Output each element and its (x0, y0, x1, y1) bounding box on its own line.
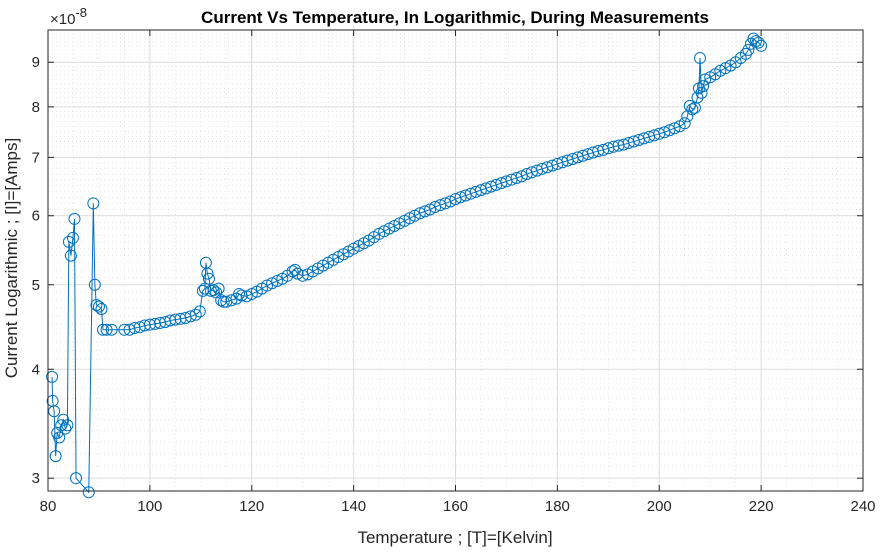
y-tick-label: 6 (32, 208, 40, 225)
y-tick-label: 8 (32, 99, 40, 116)
data-point (658, 126, 671, 139)
data-point (225, 294, 238, 307)
data-point (59, 422, 72, 435)
x-tick-label: 120 (239, 498, 264, 515)
data-point (95, 303, 108, 315)
y-tick-label: 4 (32, 361, 40, 378)
data-point (678, 117, 691, 130)
tick-layer: 80 100 120 140 160 180 200 220 240 3 4 5 6 7 8 9 (32, 30, 876, 515)
series-layer (46, 32, 768, 499)
y-tick-label: 3 (32, 470, 40, 487)
data-point (46, 370, 59, 383)
data-point (752, 36, 765, 49)
y-tick-label: 9 (32, 54, 40, 71)
data-point (148, 317, 161, 330)
data-point (88, 278, 101, 291)
data-point (97, 323, 110, 336)
data-point (201, 267, 214, 280)
data-point (296, 269, 309, 282)
data-point (143, 318, 156, 331)
data-point (118, 323, 131, 336)
data-point (742, 43, 755, 56)
data-point (164, 314, 177, 327)
data-point (686, 103, 699, 116)
y-axis-label: Current Logarithmic ; [I]=[Amps] (2, 138, 21, 378)
y-tick-label: 5 (32, 277, 40, 294)
data-point (515, 170, 528, 183)
chart-title: Current Vs Temperature, In Logarithmic, … (201, 8, 709, 27)
x-tick-label: 180 (545, 498, 570, 515)
data-point (105, 323, 118, 336)
data-point (48, 405, 61, 418)
data-point (439, 197, 452, 210)
data-point (261, 279, 274, 292)
data-point (215, 294, 228, 307)
data-point (695, 86, 708, 99)
x-tick-label: 200 (647, 498, 672, 515)
x-tick-label: 160 (443, 498, 468, 515)
data-point (169, 313, 182, 326)
x-axis-label: Temperature ; [T]=[Kelvin] (357, 528, 552, 547)
data-point (235, 289, 248, 302)
data-point (202, 272, 215, 285)
data-point (233, 287, 246, 300)
x-tick-label: 140 (341, 498, 366, 515)
data-point (291, 267, 304, 280)
x-tick-label: 240 (850, 498, 875, 515)
y-tick-label: 7 (32, 149, 40, 166)
data-point (62, 235, 75, 248)
data-point (418, 205, 431, 218)
y-exponent-label: ×10-8 (50, 5, 87, 28)
data-point (266, 277, 279, 290)
data-point (668, 122, 681, 135)
data-point (691, 91, 704, 104)
data-point (271, 275, 284, 287)
data-point (193, 305, 206, 318)
data-point (694, 52, 706, 65)
data-point (68, 212, 81, 225)
data-point (207, 284, 220, 297)
data-point (70, 472, 83, 485)
data-point (138, 319, 151, 332)
data-point (697, 80, 710, 93)
data-point (286, 265, 299, 278)
data-point (55, 419, 68, 432)
x-tick-label: 100 (137, 498, 162, 515)
data-point (755, 39, 768, 52)
y-exponent-power: -8 (75, 5, 87, 20)
data-point (663, 124, 676, 137)
x-tick-label: 80 (40, 498, 57, 515)
data-point (683, 99, 696, 112)
data-point (64, 249, 77, 262)
data-point (92, 300, 105, 313)
data-point (49, 450, 62, 463)
data-point (289, 263, 302, 276)
data-point (510, 171, 523, 184)
data-point (82, 486, 95, 499)
data-point (184, 310, 197, 323)
data-point (87, 197, 100, 210)
data-point (699, 73, 712, 86)
series-line (51, 37, 762, 494)
data-point (66, 231, 79, 244)
data-point (53, 431, 66, 444)
data-point (100, 323, 113, 336)
data-point (245, 287, 258, 300)
data-point (189, 308, 202, 321)
data-point (61, 419, 74, 432)
x-tick-label: 220 (749, 498, 774, 515)
data-point (212, 282, 225, 295)
data-point (217, 295, 230, 308)
y-exponent-base: ×10 (50, 11, 75, 28)
